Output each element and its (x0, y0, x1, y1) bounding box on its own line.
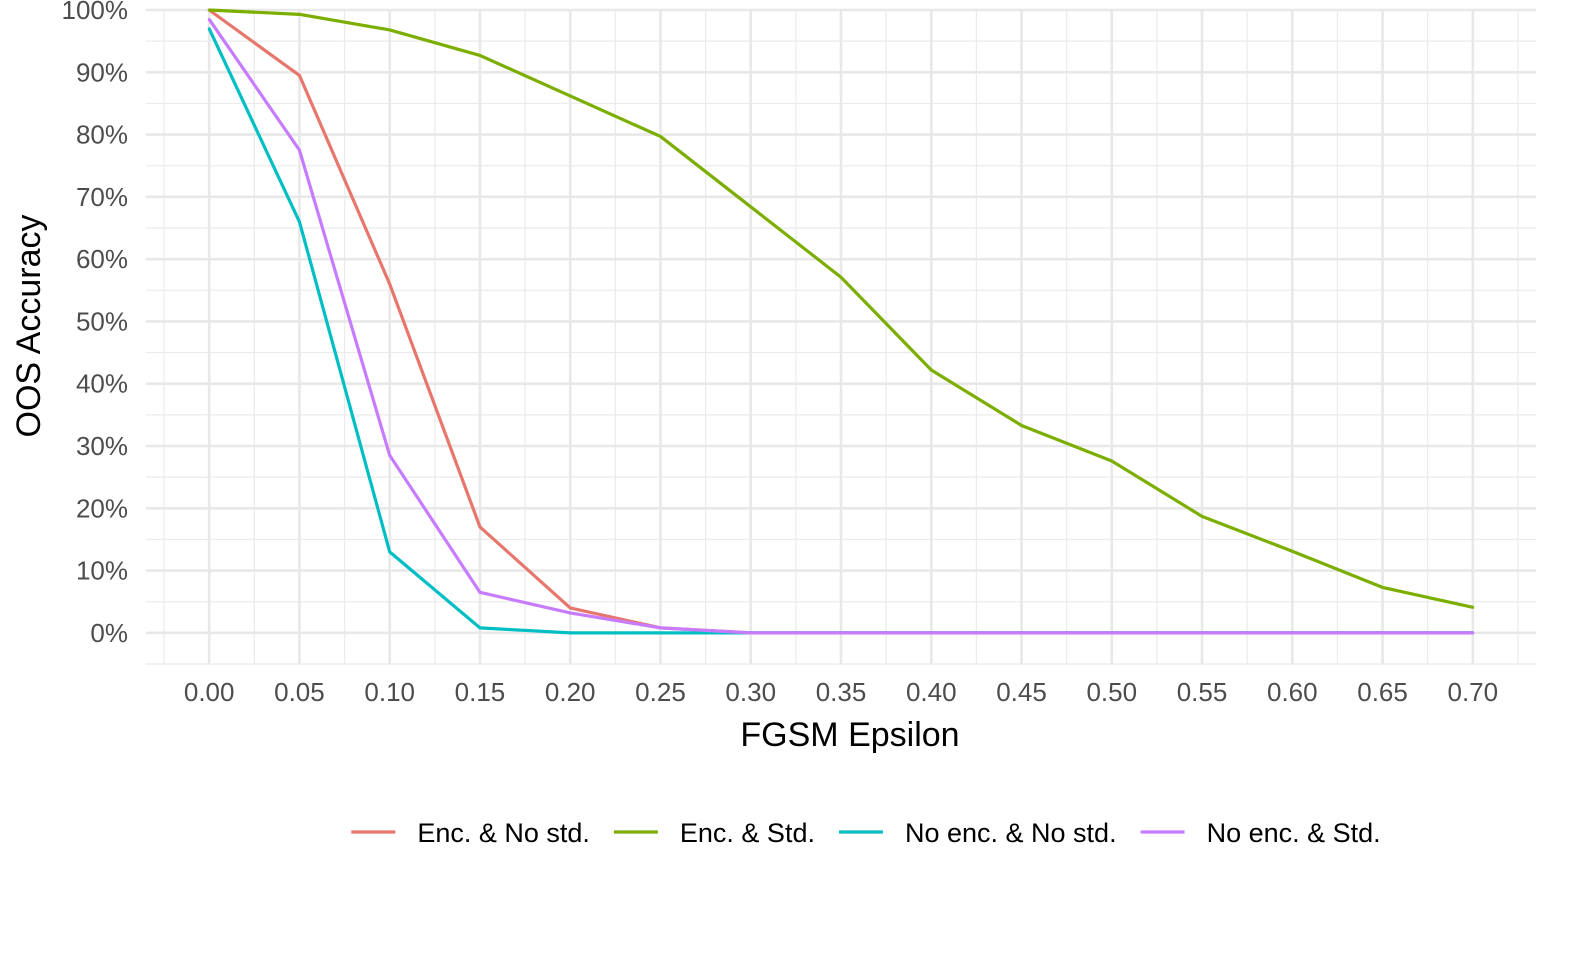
data-point (1471, 605, 1475, 609)
x-axis-ticks: 0.00 0.05 0.10 0.15 0.20 0.25 0.30 0.35 0.40 0.45… (184, 677, 1498, 707)
data-point (298, 74, 301, 77)
data-point (298, 148, 301, 152)
y-axis-title: OOS Accuracy (10, 215, 48, 438)
data-point (478, 626, 482, 630)
data-point (1471, 631, 1475, 635)
data-point (388, 282, 392, 286)
data-point (207, 8, 211, 12)
data-point (207, 17, 211, 21)
x-tick-label: 0.35 (816, 677, 867, 707)
data-point (1290, 631, 1294, 635)
x-tick-label: 0.70 (1448, 677, 1499, 707)
x-tick-label: 0.20 (545, 677, 596, 707)
data-point (929, 631, 933, 635)
x-tick-label: 0.55 (1177, 677, 1228, 707)
y-tick-label: 20% (76, 493, 128, 523)
x-tick-label: 0.10 (364, 677, 415, 707)
data-point (1020, 424, 1023, 427)
data-point (659, 135, 662, 138)
legend-label: No enc. & No std. (905, 818, 1117, 848)
x-tick-label: 0.60 (1267, 677, 1318, 707)
data-point (659, 631, 662, 635)
data-point (1200, 514, 1204, 518)
data-point (478, 54, 482, 57)
x-tick-label: 0.25 (635, 677, 686, 707)
data-point (749, 205, 753, 209)
data-point (839, 275, 843, 279)
data-point (207, 27, 211, 31)
x-tick-label: 0.65 (1357, 677, 1408, 707)
x-axis-title: FGSM Epsilon (740, 716, 959, 754)
data-point (568, 631, 572, 635)
data-point (1020, 631, 1023, 635)
data-point (1290, 549, 1294, 553)
y-tick-label: 10% (76, 556, 128, 586)
y-tick-label: 70% (76, 182, 128, 212)
y-tick-label: 40% (76, 369, 128, 399)
y-tick-label: 90% (76, 57, 128, 87)
data-point (478, 525, 482, 529)
legend-item: Enc. & No std. (351, 818, 590, 848)
x-tick-label: 0.15 (455, 677, 506, 707)
y-tick-label: 80% (76, 120, 128, 150)
data-point (568, 611, 572, 615)
legend-label: Enc. & Std. (680, 818, 815, 848)
y-tick-label: 100% (62, 0, 129, 25)
legend-item: No enc. & Std. (1140, 818, 1381, 848)
data-point (839, 631, 843, 635)
data-point (298, 220, 301, 224)
data-point (1381, 585, 1384, 589)
data-point (388, 453, 392, 457)
data-point (388, 550, 392, 554)
x-tick-label: 0.50 (1086, 677, 1137, 707)
data-point (1200, 631, 1204, 635)
legend-label: Enc. & No std. (417, 818, 590, 848)
y-tick-label: 60% (76, 244, 128, 274)
y-tick-label: 30% (76, 431, 128, 461)
data-point (1110, 459, 1114, 463)
grid (146, 8, 1536, 665)
data-point (749, 631, 753, 635)
x-tick-label: 0.40 (906, 677, 957, 707)
legend: Enc. & No std. Enc. & Std. No enc. & No st… (351, 818, 1381, 848)
x-tick-label: 0.45 (996, 677, 1047, 707)
x-tick-label: 0.05 (274, 677, 325, 707)
data-point (568, 606, 572, 610)
legend-item: No enc. & No std. (838, 818, 1117, 848)
x-tick-label: 0.30 (725, 677, 776, 707)
data-point (659, 626, 662, 630)
legend-item: Enc. & Std. (613, 818, 815, 848)
data-point (1381, 631, 1384, 635)
y-axis-ticks: 0% 10% 20% 30% 40% 50% 60% 70% 80% 90% 100% (62, 0, 129, 648)
y-tick-label: 50% (76, 306, 128, 336)
data-point (388, 28, 392, 32)
x-tick-label: 0.00 (184, 677, 235, 707)
data-point (298, 12, 301, 16)
series-lines (207, 8, 1475, 635)
data-point (568, 94, 572, 98)
data-point (478, 590, 482, 594)
legend-label: No enc. & Std. (1207, 818, 1381, 848)
y-tick-label: 0% (90, 618, 128, 648)
data-point (1110, 631, 1114, 635)
data-point (929, 368, 933, 372)
